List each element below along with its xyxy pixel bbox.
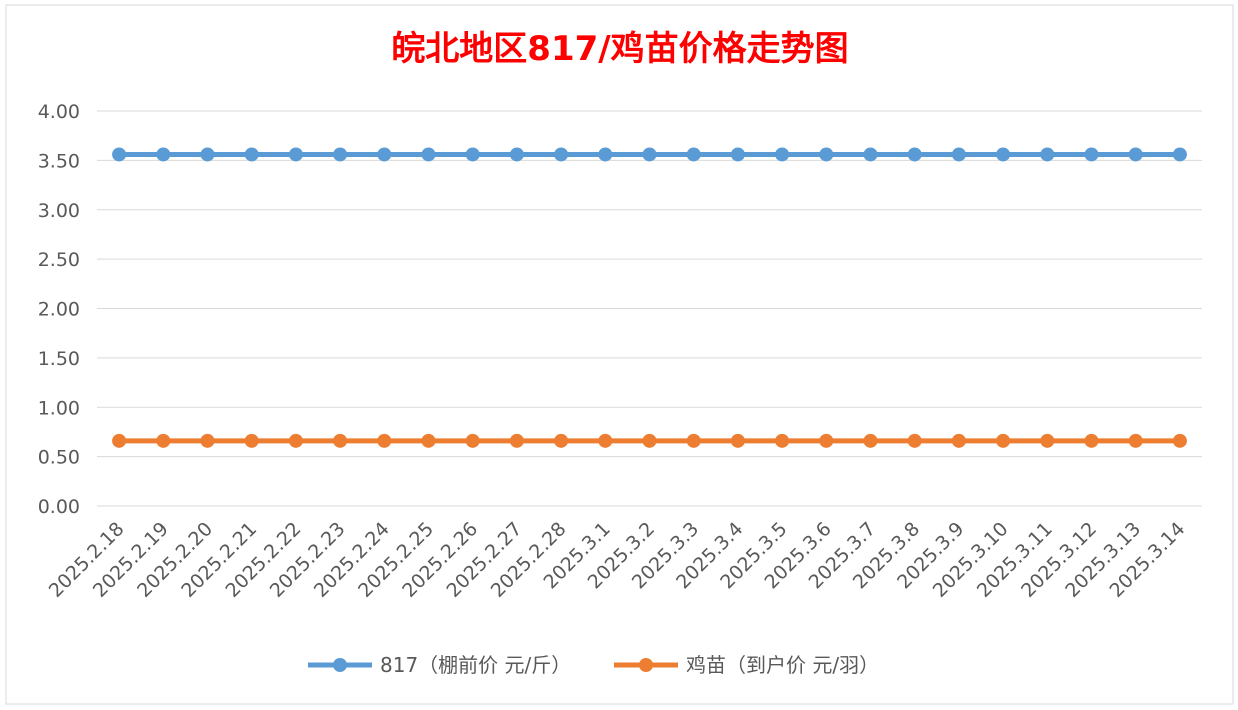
data-point (996, 433, 1011, 448)
data-point (642, 433, 657, 448)
y-tick-label: 0.00 (38, 496, 80, 518)
data-point (951, 433, 966, 448)
data-point (112, 147, 127, 162)
data-point (377, 147, 392, 162)
data-point (1084, 433, 1099, 448)
data-point (200, 147, 215, 162)
data-point (642, 147, 657, 162)
data-point (1084, 147, 1099, 162)
data-point (598, 147, 613, 162)
data-point (775, 147, 790, 162)
data-point (730, 147, 745, 162)
y-tick-label: 2.00 (38, 299, 80, 321)
data-point (907, 433, 922, 448)
data-point (598, 433, 613, 448)
data-point (1040, 147, 1055, 162)
y-tick-label: 0.50 (38, 447, 80, 469)
data-point (288, 433, 303, 448)
data-point (775, 433, 790, 448)
chart-title: 皖北地区817/鸡苗价格走势图 (391, 29, 848, 69)
data-point (156, 147, 171, 162)
data-point (819, 433, 834, 448)
data-point (377, 433, 392, 448)
data-point (1128, 147, 1143, 162)
data-point (421, 147, 436, 162)
data-point (951, 147, 966, 162)
legend-label-1: 鸡苗（到户价 元/羽） (686, 653, 879, 677)
data-point (863, 433, 878, 448)
data-point (509, 147, 524, 162)
y-tick-label: 1.00 (38, 397, 80, 419)
y-tick-label: 2.50 (38, 249, 80, 271)
data-point (554, 433, 569, 448)
data-point (244, 147, 259, 162)
data-point (421, 433, 436, 448)
data-point (288, 147, 303, 162)
data-point (819, 147, 834, 162)
data-point (333, 147, 348, 162)
legend-marker-0 (333, 658, 347, 672)
data-point (465, 147, 480, 162)
data-point (730, 433, 745, 448)
data-point (244, 433, 259, 448)
data-point (1172, 433, 1187, 448)
data-point (1040, 433, 1055, 448)
data-point (863, 147, 878, 162)
y-axis-tick-labels: 0.00 0.50 1.00 1.50 2.00 2.50 3.00 3.50 4.00 (38, 101, 80, 518)
data-point (509, 433, 524, 448)
gridlines (97, 110, 1202, 507)
data-point (1172, 147, 1187, 162)
y-tick-label: 4.00 (38, 101, 80, 123)
data-point (156, 433, 171, 448)
y-tick-label: 3.00 (38, 200, 80, 222)
legend-label-0: 817（棚前价 元/斤） (380, 653, 571, 677)
data-point (1128, 433, 1143, 448)
data-point (907, 147, 922, 162)
data-point (112, 433, 127, 448)
data-point (996, 147, 1011, 162)
data-point (200, 433, 215, 448)
series-lines (112, 147, 1187, 448)
legend: 817（棚前价 元/斤） 鸡苗（到户价 元/羽） (308, 653, 879, 677)
y-tick-label: 3.50 (38, 150, 80, 172)
data-point (554, 147, 569, 162)
data-point (465, 433, 480, 448)
data-point (333, 433, 348, 448)
chart-border (5, 4, 1234, 705)
data-point (686, 433, 701, 448)
data-point (686, 147, 701, 162)
legend-marker-1 (639, 658, 653, 672)
y-tick-label: 1.50 (38, 348, 80, 370)
